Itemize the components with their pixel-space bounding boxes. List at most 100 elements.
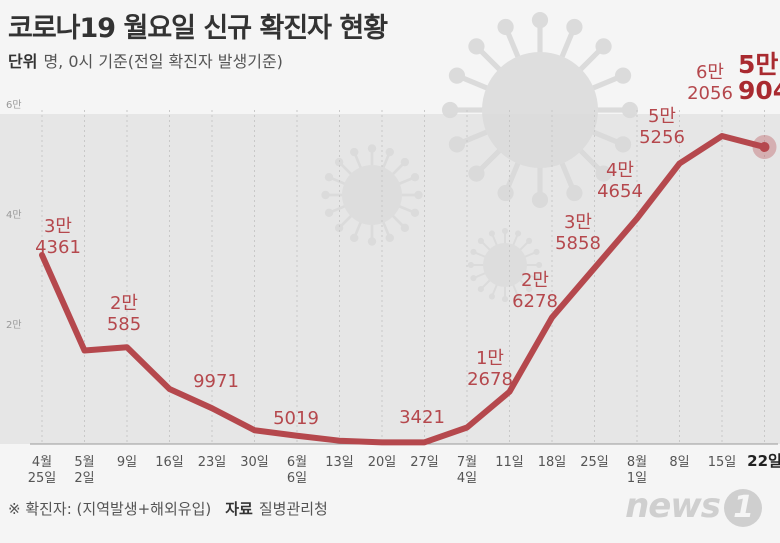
x-tick-line: 6월 [287, 455, 307, 470]
virus-tip [385, 233, 394, 243]
series-line [39, 133, 768, 446]
virus-tip [410, 208, 420, 217]
x-tick-label: 27일 [410, 455, 439, 470]
x-tick-label: 15일 [708, 455, 737, 470]
x-tick-line: 25일 [580, 455, 609, 470]
x-tick-line: 25일 [28, 471, 57, 486]
x-tick-line: 22일 [747, 452, 780, 470]
source-label: 자료 [225, 500, 253, 518]
data-label-line: 6만 [696, 62, 724, 83]
x-tick-label: 25일 [580, 455, 609, 470]
data-label-line: 2만 [110, 293, 138, 314]
virus-tip [533, 274, 540, 282]
virus-tip [531, 11, 549, 29]
virus-tip [441, 101, 459, 119]
data-label-line: 1만 [476, 348, 504, 369]
virus-body [482, 52, 598, 168]
x-tick-label: 9일 [117, 455, 137, 470]
data-label-line: 5019 [273, 408, 319, 429]
data-label-line: 6278 [512, 291, 558, 312]
virus-tip [526, 237, 533, 244]
data-label-line: 4361 [35, 237, 81, 258]
x-tick-line: 13일 [325, 455, 354, 470]
x-tick-label: 7월 4일 [457, 455, 477, 486]
virus-tip [497, 18, 514, 36]
virus-body [342, 165, 402, 225]
y-tick-label: 2만 [6, 319, 22, 331]
data-label-line: 5만 [738, 50, 778, 79]
x-tick-label: 20일 [368, 455, 397, 470]
data-label-line: 4만 [606, 160, 634, 181]
data-label: 3421 [399, 407, 445, 428]
unit-label: 단위 [8, 52, 38, 71]
virus-tip [334, 223, 344, 233]
footer: ※ 확진자: (지역발생+해외유입) 자료 질병관리청 [8, 498, 328, 519]
data-label-line: 585 [107, 314, 141, 335]
logo-mark: 1 [724, 488, 762, 527]
x-tick-line: 30일 [240, 455, 269, 470]
virus-tip [414, 190, 423, 200]
x-tick-line: 20일 [368, 455, 397, 470]
data-label-line: 3만 [44, 216, 72, 237]
virus-tip [467, 261, 474, 269]
virus-tip [477, 286, 484, 293]
virus-decoration [321, 11, 639, 303]
x-tick-line: 2일 [74, 471, 94, 486]
data-label-line: 5256 [639, 127, 685, 148]
x-tick-line: 9일 [117, 455, 137, 470]
virus-tip [526, 286, 533, 293]
virus-tip [468, 165, 485, 182]
x-tick-label: 16일 [155, 455, 184, 470]
virus-tip [400, 223, 410, 233]
virus-tip [514, 230, 522, 237]
x-tick-line: 8월 [627, 455, 647, 470]
virus-tip [324, 208, 334, 217]
x-tick-line: 4월 [32, 455, 52, 470]
virus-tip [410, 173, 420, 182]
virus-tip [334, 157, 344, 167]
x-tick-line: 16일 [155, 455, 184, 470]
virus-tip [566, 18, 583, 36]
y-tick-label: 6만 [6, 99, 22, 111]
logo-text: news [625, 486, 721, 526]
virus-body [483, 243, 527, 287]
x-tick-label: 13일 [325, 455, 354, 470]
chart-title: 코로나19 월요일 신규 확진자 현황 [8, 13, 388, 44]
virus-tip [385, 147, 394, 157]
virus-tip [531, 191, 549, 209]
virus-tip [367, 237, 377, 246]
grid-band [0, 224, 780, 334]
data-label: 1만 2678 [467, 348, 513, 390]
x-tick-line: 18일 [538, 455, 567, 470]
x-tick-label: 18일 [538, 455, 567, 470]
virus-tip [533, 248, 540, 256]
footnote: ※ 확진자: (지역발생+해외유입) [8, 500, 212, 518]
virus-tip [400, 157, 410, 167]
virus-tip [448, 67, 466, 84]
virus-tip [514, 293, 522, 300]
virus-tip [448, 136, 466, 153]
x-tick-label: 22일 [747, 452, 780, 470]
data-label-line: 2678 [467, 369, 513, 390]
x-tick-line: 5월 [74, 455, 94, 470]
virus-tip [595, 165, 612, 182]
virus-tip [468, 38, 485, 55]
x-tick-label: 30일 [240, 455, 269, 470]
x-tick-line: 27일 [410, 455, 439, 470]
data-label: 3만 5858 [555, 212, 601, 254]
data-label-line: 5만 [648, 106, 676, 127]
data-label: 9971 [193, 371, 239, 392]
unit-note: 단위 명, 0시 기준(전일 확진자 발생기준) [8, 48, 283, 72]
y-tick-label: 4만 [6, 209, 22, 221]
virus-tip [321, 190, 330, 200]
source-text: 질병관리청 [258, 500, 328, 518]
unit-text: 명, 0시 기준(전일 확진자 발생기준) [43, 52, 283, 71]
data-label-line: 5858 [555, 233, 601, 254]
virus-tip [488, 293, 496, 300]
virus-tip [536, 261, 543, 269]
x-tick-label: 6월 6일 [287, 455, 307, 486]
data-label-line: 3만 [564, 212, 592, 233]
data-label-line: 9971 [193, 371, 239, 392]
last-point-marker [759, 142, 770, 152]
